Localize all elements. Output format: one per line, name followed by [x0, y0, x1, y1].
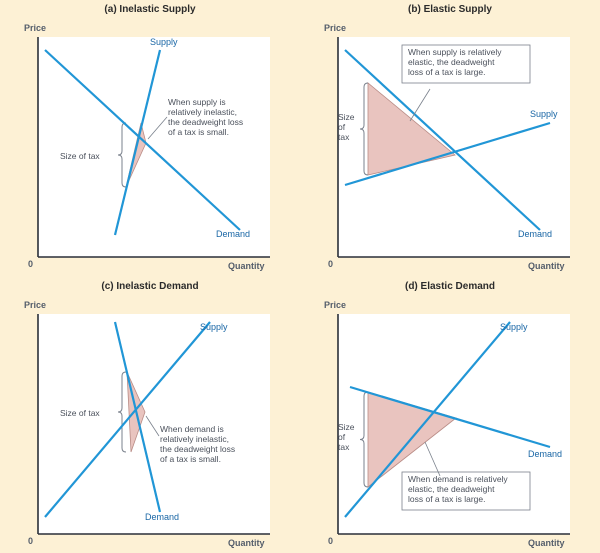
- price-axis-label: Price: [24, 23, 46, 33]
- quantity-axis-label: Quantity: [228, 261, 265, 271]
- price-axis-label: Price: [324, 23, 346, 33]
- chart-svg: PriceQuantity0SupplyDemandSize of taxWhe…: [0, 15, 300, 273]
- panel-grid: (a) Inelastic Supply Price Quantity 0 Supply…: [0, 0, 600, 553]
- price-axis-label: Price: [24, 300, 46, 310]
- demand-label: Demand: [145, 512, 179, 522]
- panel-d: (d) Elastic Demand Price Quantity 0 Supply De…: [300, 277, 600, 553]
- supply-label: Supply: [150, 37, 178, 47]
- origin-label: 0: [28, 259, 33, 269]
- price-axis-label: Price: [324, 300, 346, 310]
- origin-label: 0: [328, 259, 333, 269]
- size-of-tax-label: Size of tax: [60, 151, 100, 161]
- figure-page: (a) Inelastic Supply Price Quantity 0 Supply…: [0, 0, 600, 553]
- panel-b: (b) Elastic Supply Price Quantity 0 Supply De…: [300, 0, 600, 277]
- origin-label: 0: [328, 536, 333, 546]
- origin-label: 0: [28, 536, 33, 546]
- supply-label: Supply: [500, 322, 528, 332]
- panel-title: (b) Elastic Supply: [300, 0, 600, 15]
- panel-title: (c) Inelastic Demand: [0, 277, 300, 292]
- panel-title: (d) Elastic Demand: [300, 277, 600, 292]
- quantity-axis-label: Quantity: [528, 538, 565, 548]
- demand-label: Demand: [216, 229, 250, 239]
- panel-c: (c) Inelastic Demand Price Quantity 0 Supply…: [0, 277, 300, 553]
- chart-svg: PriceQuantity0SupplyDemandSizeoftaxWhen …: [300, 15, 600, 273]
- supply-label: Supply: [530, 109, 558, 119]
- chart-svg: PriceQuantity0SupplyDemandSize of taxWhe…: [0, 292, 300, 550]
- supply-label: Supply: [200, 322, 228, 332]
- demand-label: Demand: [518, 229, 552, 239]
- panel-a: (a) Inelastic Supply Price Quantity 0 Supply…: [0, 0, 300, 277]
- quantity-axis-label: Quantity: [228, 538, 265, 548]
- panel-title: (a) Inelastic Supply: [0, 0, 300, 15]
- plot-bg: [38, 37, 270, 257]
- demand-label: Demand: [528, 449, 562, 459]
- size-of-tax-label: Size of tax: [60, 408, 100, 418]
- chart-svg: PriceQuantity0SupplyDemandSizeoftaxWhen …: [300, 292, 600, 550]
- quantity-axis-label: Quantity: [528, 261, 565, 271]
- plot-bg: [38, 314, 270, 534]
